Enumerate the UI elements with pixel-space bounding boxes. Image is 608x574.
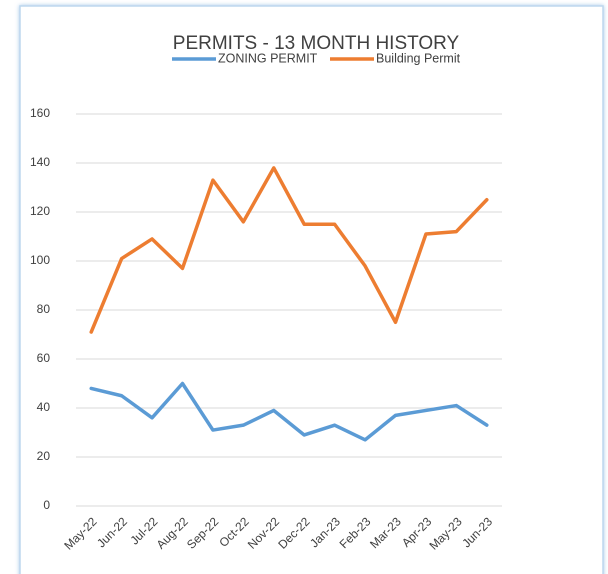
chart-title: PERMITS - 13 MONTH HISTORY (173, 33, 460, 54)
y-tick-label: 20 (37, 449, 51, 463)
y-tick-label: 100 (30, 253, 50, 267)
y-tick-label: 40 (37, 400, 51, 414)
chart-frame (19, 5, 604, 574)
legend-label: ZONING PERMIT (218, 51, 318, 65)
legend-label: Building Permit (376, 51, 461, 65)
y-tick-label: 60 (37, 351, 51, 365)
y-tick-label: 160 (30, 106, 50, 120)
y-tick-label: 140 (30, 155, 50, 169)
y-tick-label: 120 (30, 204, 50, 218)
y-tick-label: 0 (43, 498, 50, 512)
series-line (89, 166, 489, 334)
series-line (89, 381, 489, 442)
y-tick-label: 80 (37, 302, 51, 316)
